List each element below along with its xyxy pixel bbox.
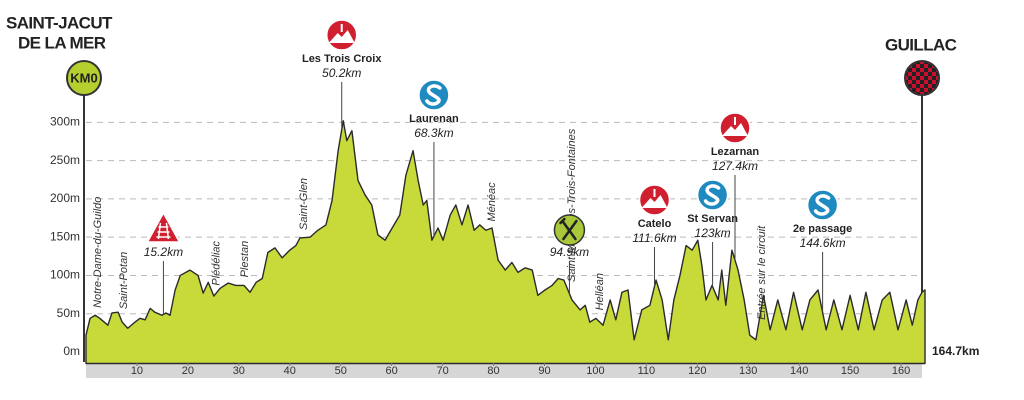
x-tick-label: 70 xyxy=(436,365,448,377)
point-distance: 111.6km xyxy=(632,231,676,245)
profile-area xyxy=(85,120,926,365)
climb-mountain xyxy=(721,123,748,136)
x-tick-label: 150 xyxy=(841,365,859,377)
y-tick-label: 200m xyxy=(50,191,80,205)
finish-title: GUILLAC xyxy=(885,35,957,54)
point-icon xyxy=(418,79,450,111)
start-title: SAINT-JACUT xyxy=(6,13,113,32)
point-icon xyxy=(325,19,358,51)
point-name: Lezarnan xyxy=(711,146,760,158)
sprint-s xyxy=(813,194,831,216)
point-distance: 144.6km xyxy=(800,236,846,250)
x-tick-label: 80 xyxy=(487,365,499,377)
point-icon xyxy=(806,189,839,221)
x-tick-label: 40 xyxy=(284,365,296,377)
point-distance: 123km xyxy=(695,226,731,240)
town-label: Notre-Dame-du-Guildo xyxy=(92,197,104,308)
start-title: DE LA MER xyxy=(18,33,106,52)
point-name: 2e passage xyxy=(793,223,852,235)
point-distance: 68.3km xyxy=(414,126,453,140)
x-tick-label: 20 xyxy=(182,365,194,377)
x-tick-label: 140 xyxy=(790,365,808,377)
y-tick-label: 0m xyxy=(63,344,80,358)
sprint-s xyxy=(703,184,721,206)
start-marker: KM0 xyxy=(70,70,97,85)
y-tick-label: 300m xyxy=(50,114,80,128)
finish-icon xyxy=(904,60,940,96)
x-tick-label: 60 xyxy=(386,365,398,377)
town-label: Saint-Glen xyxy=(298,178,310,230)
point-name: Laurenan xyxy=(409,113,459,125)
point-icon xyxy=(553,214,586,246)
town-label: Entrée sur le circuit xyxy=(756,225,768,320)
point-distance: 94.9km xyxy=(550,245,589,259)
point-icon xyxy=(638,184,671,216)
town-label: Plédéliac xyxy=(211,240,223,285)
y-tick-label: 50m xyxy=(57,306,80,320)
point-icon xyxy=(146,211,181,243)
x-tick-label: 50 xyxy=(335,365,347,377)
feed-cutlery xyxy=(559,217,578,241)
y-tick-label: 100m xyxy=(50,268,80,282)
town-label: Plestan xyxy=(239,241,251,278)
x-tick-label: 10 xyxy=(131,365,143,377)
town-label: Helléan xyxy=(594,273,606,310)
sprint-s xyxy=(425,84,442,106)
climb-mountain xyxy=(328,30,355,43)
x-tick-label: 130 xyxy=(739,365,757,377)
town-label: Ménéac xyxy=(486,182,498,222)
point-name: Catelo xyxy=(638,218,672,230)
x-tick-label: 110 xyxy=(638,365,656,377)
climb-mountain xyxy=(641,195,668,208)
point-name: St Servan xyxy=(687,213,738,225)
point-distance: 50.2km xyxy=(322,66,361,80)
town-label: Saint-Potan xyxy=(118,252,130,309)
x-axis-band xyxy=(86,363,922,378)
point-distance: 127.4km xyxy=(712,159,758,173)
y-tick-label: 250m xyxy=(50,153,80,167)
distance-label: 164.7km xyxy=(932,344,979,358)
crossing-rails xyxy=(156,222,171,240)
x-tick-label: 120 xyxy=(688,365,706,377)
start-icon xyxy=(66,60,102,96)
x-tick-label: 100 xyxy=(586,365,604,377)
x-tick-label: 30 xyxy=(233,365,245,377)
y-tick-label: 150m xyxy=(50,229,80,243)
x-tick-label: 160 xyxy=(892,365,910,377)
point-icon xyxy=(696,179,729,211)
point-icon xyxy=(719,112,751,144)
point-name: Les Trois Croix xyxy=(302,53,382,65)
x-tick-label: 90 xyxy=(538,365,550,377)
point-distance: 15.2km xyxy=(144,245,183,259)
